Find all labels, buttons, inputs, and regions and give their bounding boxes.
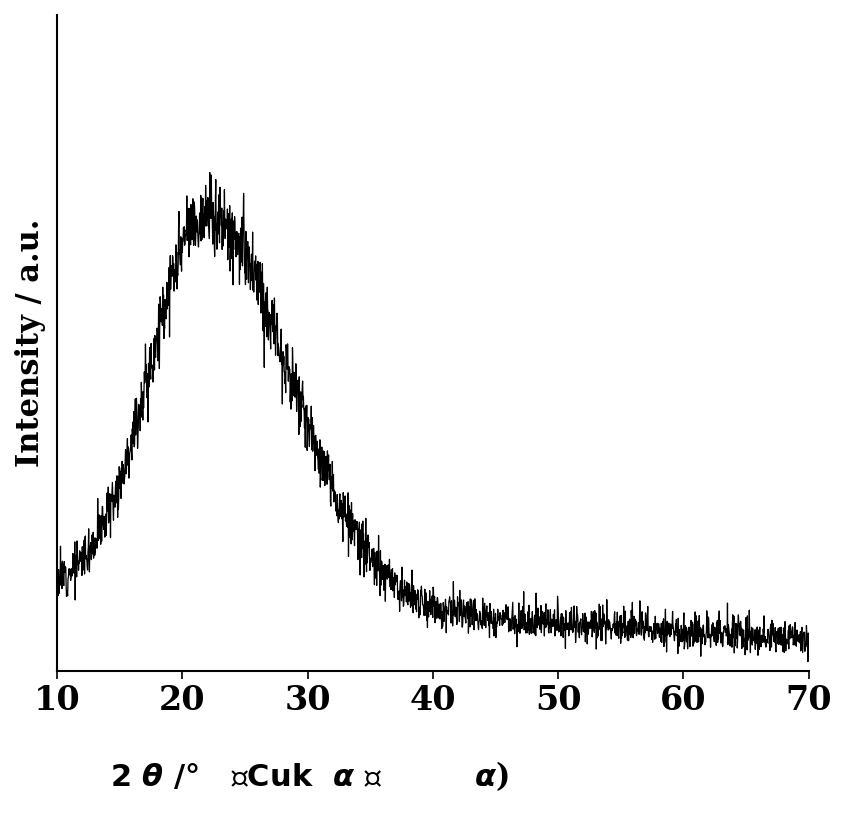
Y-axis label: Intensity / a.u.: Intensity / a.u. (15, 219, 46, 467)
Text: $\mathbf{2}$ $\boldsymbol{\theta}$ $\mathbf{/°}$   $\mathbf{（Cuk}$  $\boldsymbol: $\mathbf{2}$ $\boldsymbol{\theta}$ $\mat… (110, 759, 510, 793)
